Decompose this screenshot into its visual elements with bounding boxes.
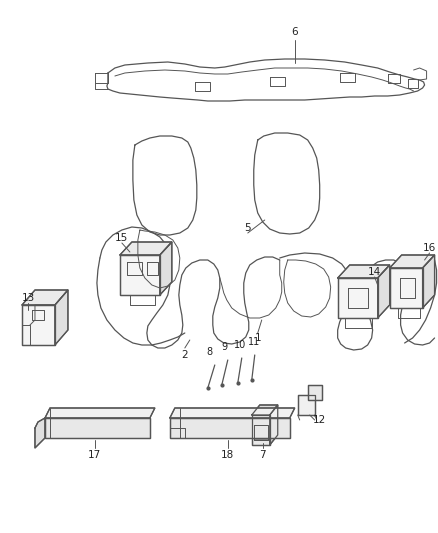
Text: 13: 13 [21,293,35,303]
Polygon shape [378,265,390,318]
Polygon shape [308,385,321,400]
Polygon shape [35,418,45,448]
Text: 5: 5 [244,223,251,233]
Polygon shape [160,242,172,295]
Polygon shape [22,290,68,305]
Polygon shape [55,290,68,345]
Polygon shape [390,255,434,268]
Polygon shape [338,278,378,318]
Text: 15: 15 [115,233,128,243]
Text: 6: 6 [291,27,298,37]
Polygon shape [120,242,172,255]
Polygon shape [423,255,434,308]
Polygon shape [170,408,295,418]
Polygon shape [270,405,278,445]
Text: 2: 2 [181,350,188,360]
Polygon shape [120,255,160,295]
Text: 7: 7 [259,450,266,460]
Polygon shape [338,265,390,278]
Text: 12: 12 [313,415,326,425]
Text: 18: 18 [221,450,234,460]
Polygon shape [22,305,55,345]
Text: 11: 11 [247,337,260,347]
Text: 10: 10 [233,340,246,350]
Text: 16: 16 [423,243,436,253]
Text: 14: 14 [368,267,381,277]
Polygon shape [254,425,268,440]
Text: 1: 1 [254,333,261,343]
Text: 8: 8 [207,347,213,357]
Polygon shape [390,268,423,308]
Polygon shape [252,405,278,415]
Polygon shape [45,418,150,438]
Polygon shape [252,415,270,445]
Text: 17: 17 [88,450,102,460]
Polygon shape [45,408,155,418]
Polygon shape [298,395,314,415]
Text: 9: 9 [222,342,228,352]
Polygon shape [170,418,290,438]
